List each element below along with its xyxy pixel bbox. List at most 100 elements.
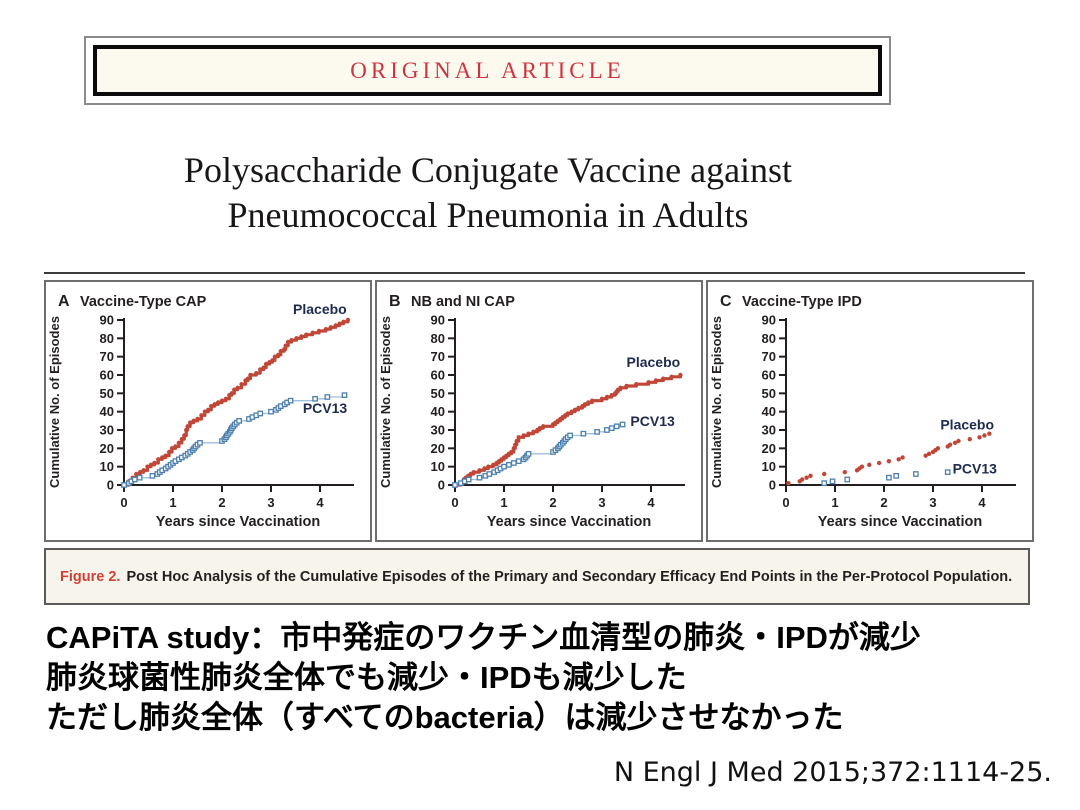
placebo-marker — [599, 396, 605, 402]
panel-letter: A — [58, 293, 70, 310]
x-tick-label: 4 — [647, 495, 655, 510]
y-tick-label: 30 — [431, 423, 445, 438]
y-tick-label: 10 — [431, 459, 445, 474]
placebo-marker — [272, 354, 278, 359]
placebo-marker — [618, 385, 623, 391]
panel-letter: C — [720, 293, 732, 310]
pcv13-marker — [476, 474, 483, 481]
placebo-marker — [513, 442, 518, 447]
placebo-marker — [299, 334, 304, 339]
pcv13-marker — [149, 472, 156, 479]
y-tick-label: 50 — [762, 386, 776, 401]
y-tick-label: 10 — [762, 459, 776, 474]
placebo-marker — [223, 396, 229, 402]
placebo-marker — [486, 464, 491, 469]
placebo-marker — [282, 347, 287, 352]
placebo-marker — [576, 405, 581, 411]
placebo-marker — [156, 457, 161, 462]
x-tick-label: 2 — [549, 495, 556, 510]
placebo-marker — [509, 449, 514, 455]
y-tick-label: 0 — [107, 478, 114, 493]
pcv13-marker — [506, 461, 512, 468]
placebo-marker — [867, 462, 872, 468]
placebo-marker — [569, 409, 574, 414]
placebo-marker — [215, 400, 221, 405]
y-tick-label: 20 — [100, 441, 114, 456]
placebo-marker — [804, 475, 809, 480]
placebo-marker — [258, 367, 263, 372]
placebo-marker — [166, 449, 172, 455]
placebo-marker — [184, 427, 189, 433]
placebo-marker — [323, 326, 329, 332]
placebo-marker — [263, 361, 269, 367]
y-tick-label: 30 — [100, 423, 114, 438]
placebo-marker — [145, 464, 150, 469]
placebo-marker — [141, 468, 146, 473]
article-title-line2: Pneumococcal Pneumonia in Adults — [227, 195, 749, 235]
placebo-marker — [491, 462, 496, 468]
placebo-marker — [152, 460, 157, 466]
placebo-marker — [477, 468, 482, 473]
placebo-marker — [521, 433, 526, 438]
y-tick-label: 80 — [431, 331, 445, 346]
pcv13-marker — [324, 394, 331, 400]
citation: N Engl J Med 2015;372:1114-25. — [613, 757, 1052, 788]
y-axis-label: Cumulative No. of Episodes — [709, 316, 724, 488]
commentary: CAPiTA study：市中発症のワクチン血清型の肺炎・IPDが減少 肺炎球菌… — [46, 618, 1056, 738]
y-tick-label: 20 — [762, 441, 776, 456]
placebo-marker — [219, 398, 225, 403]
x-tick-label: 0 — [782, 495, 789, 510]
pcv13-label: PCV13 — [303, 400, 348, 416]
pcv13-marker — [886, 474, 892, 481]
y-axis-label: Cumulative No. of Episodes — [47, 316, 62, 488]
pcv13-marker — [893, 472, 900, 479]
placebo-marker — [316, 328, 322, 334]
placebo-marker — [947, 442, 953, 447]
placebo-marker — [590, 398, 595, 403]
placebo-marker — [842, 469, 847, 475]
placebo-marker — [526, 431, 531, 436]
figure-caption-number: Figure 2. — [60, 568, 121, 585]
placebo-marker — [179, 436, 185, 442]
y-tick-label: 30 — [762, 423, 776, 438]
placebo-marker — [185, 424, 190, 429]
placebo-marker — [209, 403, 214, 409]
panel-A-chart: A Vaccine-Type CAP Cumulative No. of Episo… — [47, 293, 354, 530]
placebo-marker — [173, 444, 178, 449]
placebo-marker — [565, 411, 570, 416]
x-tick-label: 1 — [831, 495, 838, 510]
y-tick-label: 0 — [438, 478, 445, 493]
placebo-marker — [337, 321, 342, 326]
panel-title: Vaccine-Type CAP — [80, 294, 207, 310]
y-tick-label: 80 — [100, 331, 114, 346]
placebo-marker — [245, 376, 251, 381]
placebo-marker — [304, 332, 309, 337]
y-tick-label: 40 — [431, 404, 445, 419]
article-title: Polysaccharide Conjugate Vaccine against… — [0, 148, 976, 238]
pcv13-marker — [510, 460, 517, 466]
figure-caption: Figure 2. Post Hoc Analysis of the Cumul… — [44, 548, 1030, 605]
pcv13-marker — [268, 408, 274, 415]
placebo-marker — [328, 325, 333, 330]
y-tick-label: 90 — [762, 313, 776, 328]
placebo-marker — [923, 453, 928, 458]
panel-C-chart: C Vaccine-Type IPD Cumulative No. of Episo… — [709, 293, 1016, 530]
y-tick-label: 70 — [431, 349, 445, 364]
placebo-marker — [786, 480, 791, 486]
original-article-banner-inner: ORIGINAL ARTICLE — [93, 45, 882, 96]
pcv13-marker — [341, 392, 348, 399]
pcv13-label: PCV13 — [953, 461, 998, 477]
placebo-label: Placebo — [940, 417, 994, 433]
placebo-marker — [285, 339, 291, 345]
placebo-marker — [967, 436, 972, 442]
placebo-marker — [235, 385, 240, 391]
placebo-marker — [511, 446, 516, 451]
pcv13-marker — [257, 410, 264, 417]
pcv13-marker — [486, 471, 493, 477]
placebo-marker — [341, 319, 346, 325]
placebo-marker — [278, 348, 283, 354]
pcv13-marker — [515, 458, 522, 465]
placebo-marker — [935, 446, 941, 451]
y-axis-label: Cumulative No. of Episodes — [378, 316, 393, 488]
